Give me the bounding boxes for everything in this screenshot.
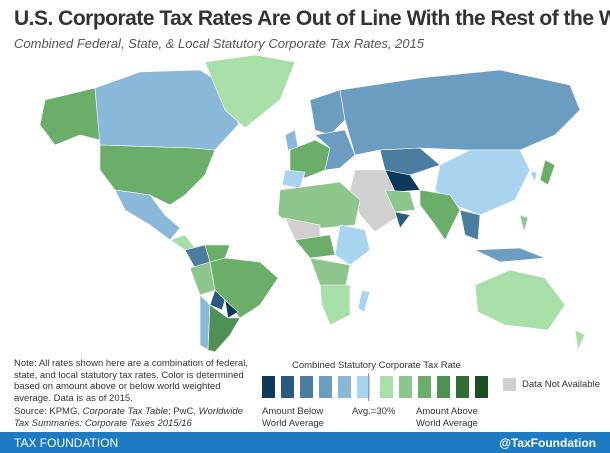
region-paraguay: [224, 299, 239, 319]
legend-swatch-above-6: [475, 376, 488, 398]
legend-swatch-below-5: [338, 376, 351, 398]
legend-swatch-above-5: [456, 376, 469, 398]
region-india: [419, 189, 461, 241]
region-mexico: [114, 189, 181, 241]
legend-title: Combined Statutory Corporate Tax Rate: [292, 360, 461, 371]
region-new-zealand: [574, 329, 586, 352]
region-iberia: [281, 169, 306, 189]
legend-na-swatch: [503, 378, 516, 391]
notes-block: Note: All rates shown here are a combina…: [14, 358, 254, 429]
legend-swatch-below-1: [262, 376, 275, 398]
region-scandinavia: [309, 89, 346, 136]
legend-avg-label: Avg.=30%: [352, 406, 396, 417]
region-indonesia: [474, 247, 546, 263]
region-korea: [529, 171, 538, 183]
region-japan: [539, 159, 556, 186]
note-text: Note: All rates shown here are a combina…: [14, 358, 248, 404]
region-southern-africa: [319, 284, 351, 326]
region-kazakhstan: [379, 147, 441, 176]
legend-below-label: Amount Below World Average: [262, 406, 324, 429]
legend-swatch-above-3: [418, 376, 431, 398]
region-greenland: [204, 55, 296, 129]
legend-swatch-above-1: [380, 376, 393, 398]
region-eastern-europe: [314, 129, 356, 171]
region-iran: [384, 189, 416, 213]
region-argentina: [207, 304, 241, 353]
legend-swatches: [262, 376, 488, 398]
region-east-africa: [334, 224, 371, 266]
legend-na-label: Data Not Available: [522, 379, 600, 390]
region-uk-ireland: [284, 129, 299, 151]
region-australia: [474, 269, 566, 331]
source-prefix: Source: KPMG,: [14, 406, 83, 417]
source-kpmg-title: Corporate Tax Table: [82, 406, 169, 417]
legend-above-label: Amount Above World Average: [416, 406, 478, 429]
footer-brand: TAX FOUNDATION: [14, 436, 119, 450]
legend-swatch-below-6: [357, 376, 370, 398]
world-map: [39, 55, 586, 353]
legend-swatch-above-4: [437, 376, 450, 398]
region-bolivia: [209, 289, 226, 311]
page-title: U.S. Corporate Tax Rates Are Out of Line…: [14, 7, 610, 30]
source-mid: ; PwC,: [168, 406, 199, 417]
page-subtitle: Combined Federal, State, & Local Statuto…: [14, 36, 424, 51]
region-southeast-asia: [459, 209, 481, 241]
region-philippines: [519, 214, 529, 234]
region-north-africa: [277, 181, 361, 231]
source-pwc-title: Worldwide Tax Summaries: Corporate Taxes…: [14, 406, 244, 429]
footer-bar: TAX FOUNDATION @TaxFoundation: [0, 432, 610, 453]
region-madagascar: [357, 289, 371, 313]
region-alaska: [39, 87, 101, 146]
legend-average-line: [368, 373, 369, 401]
source-text: Source: KPMG, Corporate Tax Table; PwC, …: [14, 406, 254, 429]
legend-swatch-below-4: [319, 376, 332, 398]
footer-handle: @TaxFoundation: [499, 436, 596, 450]
region-usa: [99, 144, 216, 206]
region-central-america: [169, 234, 196, 251]
legend-swatch-above-2: [399, 376, 412, 398]
region-oman: [394, 211, 411, 229]
legend-swatch-below-2: [281, 376, 294, 398]
legend-swatch-below-3: [300, 376, 313, 398]
region-russia: [339, 69, 581, 156]
